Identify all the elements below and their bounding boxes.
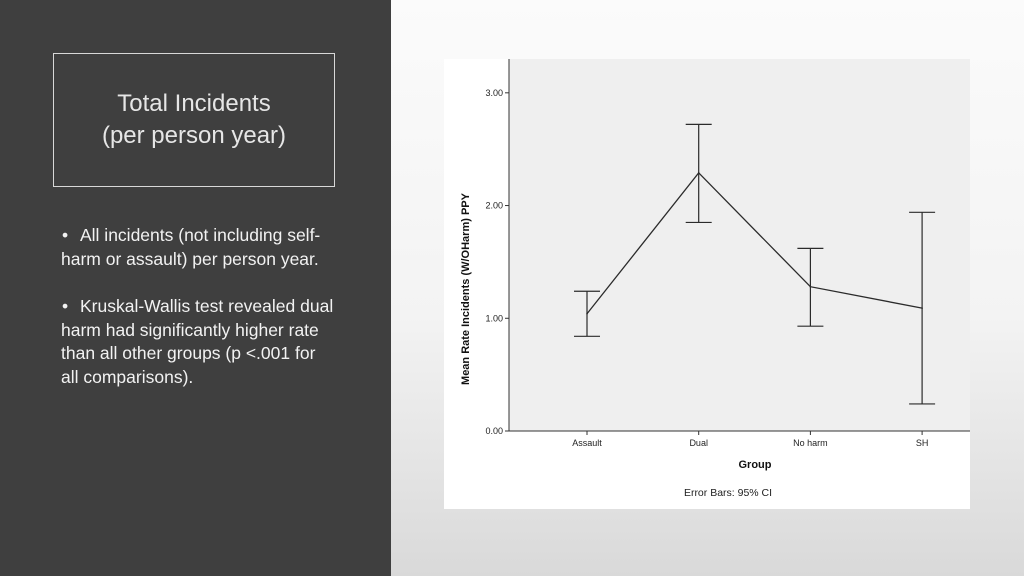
bullet-text: All incidents (not including self-harm o… <box>61 225 321 269</box>
error-bar-footnote: Error Bars: 95% CI <box>684 487 772 499</box>
x-tick-label: SH <box>916 438 929 448</box>
plot-area <box>509 59 970 431</box>
slide-title-box: Total Incidents (per person year) <box>53 53 335 187</box>
slide-title-line-2: (per person year) <box>101 122 287 149</box>
bullet-item: • All incidents (not including self-harm … <box>61 224 336 271</box>
slide-title-line-1: Total Incidents <box>117 90 271 117</box>
chart-marks <box>574 123 936 405</box>
data-point <box>586 312 588 315</box>
bullet-list: • All incidents (not including self-harm … <box>61 224 336 413</box>
bullet-dot-icon: • <box>62 225 69 245</box>
data-point <box>921 307 923 309</box>
y-tick-label: 1.00 <box>485 313 503 323</box>
chart-card: 0.00 1.00 2.00 3.00 Assault Dual No harm SH Mea… <box>444 59 970 509</box>
bullet-text: Kruskal-Wallis test revealed dual harm h… <box>61 296 334 387</box>
bullet-item: • Kruskal-Wallis test revealed dual harm … <box>61 295 336 389</box>
data-point <box>809 285 812 288</box>
axes: 0.00 1.00 2.00 3.00 Assault Dual No harm SH <box>485 59 970 448</box>
y-tick-label: 0.00 <box>485 426 503 436</box>
series-line <box>586 171 923 315</box>
y-tick-label: 3.00 <box>485 88 503 98</box>
left-panel: Total Incidents (per person year) • All i… <box>0 0 391 576</box>
x-tick-label: Assault <box>572 438 602 448</box>
bullet-dot-icon: • <box>62 296 69 316</box>
x-tick-label: No harm <box>793 438 828 448</box>
x-tick-label: Dual <box>689 438 708 448</box>
x-axis-title: Group <box>739 459 772 471</box>
line-chart: 0.00 1.00 2.00 3.00 Assault Dual No harm SH Mea… <box>460 59 970 499</box>
y-axis-title: Mean Rate Incidents (W/OHarm) PPY <box>460 192 472 385</box>
data-point <box>697 172 700 174</box>
y-tick-label: 2.00 <box>485 201 503 211</box>
